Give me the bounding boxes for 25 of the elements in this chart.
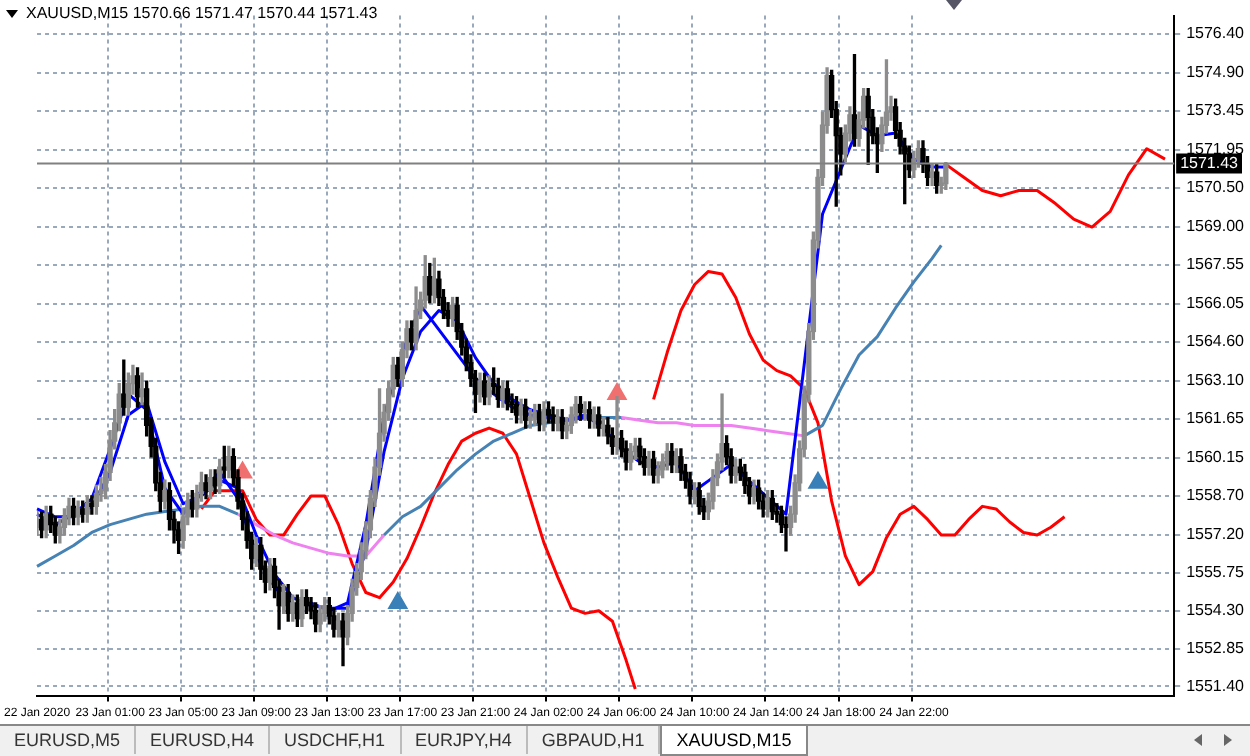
y-tick-label: 1563.10 [1186, 371, 1246, 390]
y-tick-label: 1551.40 [1186, 676, 1246, 695]
y-tick-label: 1571.95 [1186, 140, 1246, 159]
y-tick-label: 1558.70 [1186, 486, 1246, 505]
y-tick-label: 1573.45 [1186, 101, 1246, 120]
chart-title: XAUUSD,M15 1570.66 1571.47 1570.44 1571.43 [26, 4, 378, 22]
y-tick-label: 1557.20 [1186, 525, 1246, 544]
y-tick-label: 1566.05 [1186, 294, 1246, 313]
y-tick-label: 1567.55 [1186, 255, 1246, 274]
y-tick-label: 1554.30 [1186, 601, 1246, 620]
text: USDCHF,H1 [270, 726, 402, 754]
text: EURUSD,H4 [136, 726, 271, 754]
y-tick-label: 1561.65 [1186, 409, 1246, 428]
y-tick-label: 1570.50 [1186, 178, 1246, 197]
text: EURUSD,M5 [0, 726, 137, 754]
ref-line-label: 1571.43 [1180, 154, 1240, 173]
y-tick-label: 1564.60 [1186, 332, 1246, 351]
y-tick-label: 1576.40 [1186, 24, 1246, 43]
y-tick-label: 1552.85 [1186, 639, 1246, 658]
text: EURJPY,H4 [401, 726, 528, 754]
y-tick-label: 1574.90 [1186, 63, 1246, 82]
y-tick-label: 1569.00 [1186, 217, 1246, 236]
y-tick-label: 1560.15 [1186, 448, 1246, 467]
y-tick-label: 1555.75 [1186, 563, 1246, 582]
text: GBPAUD,H1 [527, 726, 661, 754]
